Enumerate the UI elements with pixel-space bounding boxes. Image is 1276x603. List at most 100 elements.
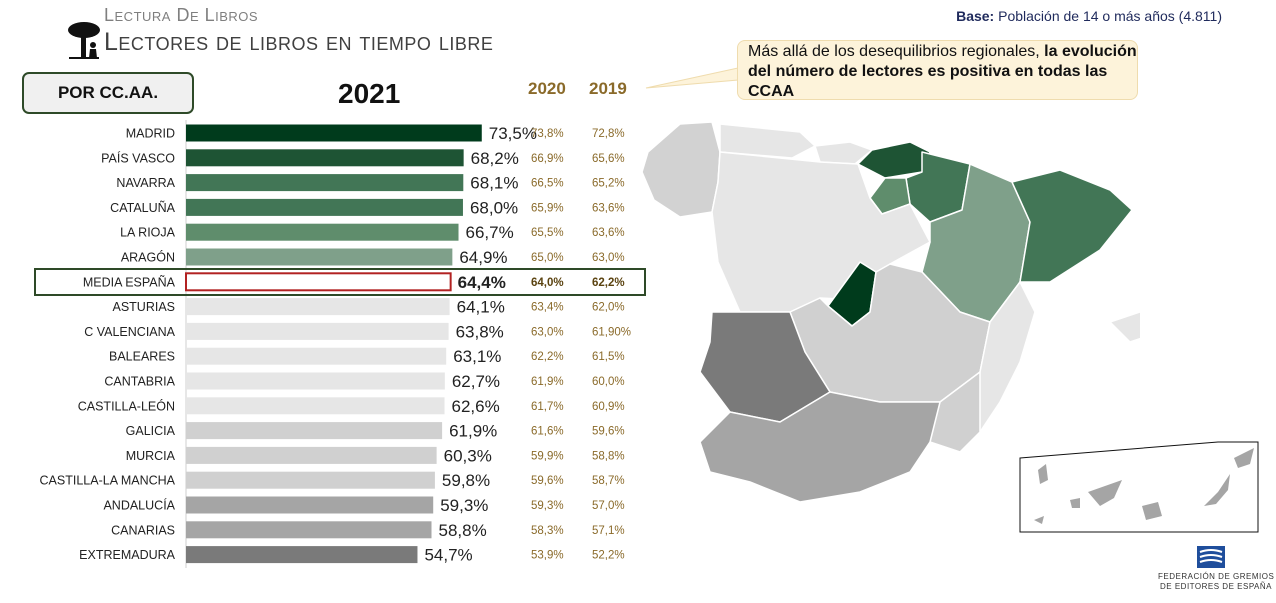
category-label: MADRID xyxy=(126,127,175,141)
category-label: MURCIA xyxy=(126,449,176,463)
bar xyxy=(186,496,434,514)
value-label-2020: 62,2% xyxy=(531,351,564,363)
value-label-2020: 65,9% xyxy=(531,202,564,214)
value-label-2020: 61,9% xyxy=(531,376,564,388)
category-label: CANARIAS xyxy=(111,523,175,537)
value-label-2020: 59,3% xyxy=(531,500,564,512)
island-la-palma xyxy=(1038,464,1048,484)
bar xyxy=(186,298,450,316)
bar xyxy=(186,198,463,216)
section-kicker: Lectura De Libros xyxy=(104,5,259,25)
value-label-2019: 52,2% xyxy=(592,550,625,562)
value-label-2019: 63,0% xyxy=(592,252,625,264)
filter-badge: POR CC.AA. xyxy=(22,72,194,114)
value-label-2021: 64,1% xyxy=(457,298,505,317)
value-label-2021: 68,0% xyxy=(470,198,518,217)
bar xyxy=(185,272,452,292)
value-label-2021: 60,3% xyxy=(444,446,492,465)
category-label: BALEARES xyxy=(109,350,175,364)
value-label-2019: 60,0% xyxy=(592,376,625,388)
value-label-2019: 62,2% xyxy=(592,277,625,289)
value-label-2020: 61,7% xyxy=(531,401,564,413)
value-label-2019: 60,9% xyxy=(592,401,625,413)
bar-chart: MADRID 73,5%73,8% 72,8% PAÍS VASCO 68,2% 66,9… xyxy=(40,120,631,568)
value-label-2021: 73,5% xyxy=(489,124,537,143)
bar xyxy=(186,521,432,539)
value-label-2020: 61,6% xyxy=(531,426,564,438)
value-label-2020: 58,3% xyxy=(531,525,564,537)
bar xyxy=(186,446,437,464)
bar xyxy=(186,372,445,390)
bar xyxy=(186,149,464,167)
region-andalucia xyxy=(699,391,941,503)
value-label-2020: 65,0% xyxy=(531,252,564,264)
page-title: Lectores de libros en tiempo libre xyxy=(104,28,494,56)
value-label-2021: 59,3% xyxy=(440,496,488,515)
category-label: CASTILLA-LEÓN xyxy=(78,398,175,413)
region-baleares xyxy=(1109,311,1140,343)
value-label-2019: 63,6% xyxy=(592,202,625,214)
category-label: PAÍS VASCO xyxy=(101,150,175,165)
value-label-2021: 58,8% xyxy=(438,521,486,540)
year-2021-header: 2021 xyxy=(338,78,401,109)
value-label-2019: 59,6% xyxy=(592,426,625,438)
region-galicia xyxy=(641,121,721,218)
publisher-name-line2: DE EDITORES DE ESPAÑA xyxy=(1160,582,1273,591)
value-label-2021: 62,6% xyxy=(451,397,499,416)
island-lanzarote xyxy=(1234,448,1254,468)
category-label: CANTABRIA xyxy=(104,375,175,389)
value-label-2021: 62,7% xyxy=(452,372,500,391)
bar xyxy=(186,223,459,241)
category-label: EXTREMADURA xyxy=(79,548,176,562)
base-label: Base: xyxy=(956,8,995,24)
value-label-2020: 59,9% xyxy=(531,450,564,462)
publisher-name-line1: FEDERACIÓN DE GREMIOS xyxy=(1158,572,1275,581)
category-label: ASTURIAS xyxy=(112,300,175,314)
island-la-gomera xyxy=(1070,498,1080,508)
value-label-2021: 64,4% xyxy=(458,273,506,292)
island-fuerteventura xyxy=(1204,474,1230,506)
bar xyxy=(186,174,464,192)
region-cataluna xyxy=(1011,169,1133,283)
base-text: Población de 14 o más años (4.811) xyxy=(998,8,1222,24)
region-asturias xyxy=(719,123,816,159)
bar xyxy=(186,347,447,365)
value-label-2021: 64,9% xyxy=(459,248,507,267)
category-label: ARAGÓN xyxy=(121,250,175,265)
value-label-2020: 66,5% xyxy=(531,178,564,190)
value-label-2020: 73,8% xyxy=(531,128,564,140)
value-label-2021: 54,7% xyxy=(424,546,472,565)
value-label-2020: 66,9% xyxy=(531,153,564,165)
value-label-2021: 63,8% xyxy=(456,322,504,341)
bar xyxy=(186,248,453,266)
island-el-hierro xyxy=(1034,516,1044,524)
category-label: CASTILLA-LA MANCHA xyxy=(40,474,176,488)
callout-box: Más allá de los desequilibrios regionale… xyxy=(737,40,1138,100)
bar xyxy=(186,322,449,340)
value-label-2019: 58,8% xyxy=(592,450,625,462)
value-label-2020: 63,0% xyxy=(531,326,564,338)
callout-pointer xyxy=(645,67,739,89)
value-label-2019: 65,2% xyxy=(592,178,625,190)
media-espana-highlight-frame xyxy=(34,268,646,296)
value-label-2019: 72,8% xyxy=(592,128,625,140)
year-2020-header: 2020 xyxy=(528,79,566,98)
callout-bold-text: la evolución del número de lectores es p… xyxy=(748,43,1137,100)
base-note: Base: Población de 14 o más años (4.811) xyxy=(956,8,1222,24)
bar xyxy=(186,546,418,564)
value-label-2020: 65,5% xyxy=(531,227,564,239)
value-label-2019: 63,6% xyxy=(592,227,625,239)
value-label-2020: 53,9% xyxy=(531,550,564,562)
value-label-2019: 61,90% xyxy=(592,326,631,338)
year-2019-header: 2019 xyxy=(589,79,627,98)
category-label: ANDALUCÍA xyxy=(103,498,175,513)
island-gran-canaria xyxy=(1142,502,1162,520)
bar xyxy=(186,471,435,489)
publisher-logo-icon xyxy=(1197,546,1225,568)
category-label: C VALENCIANA xyxy=(84,325,175,339)
bar xyxy=(186,124,482,142)
value-label-2021: 66,7% xyxy=(466,223,514,242)
value-label-2020: 59,6% xyxy=(531,475,564,487)
value-label-2021: 59,8% xyxy=(442,471,490,490)
value-label-2020: 63,4% xyxy=(531,302,564,314)
